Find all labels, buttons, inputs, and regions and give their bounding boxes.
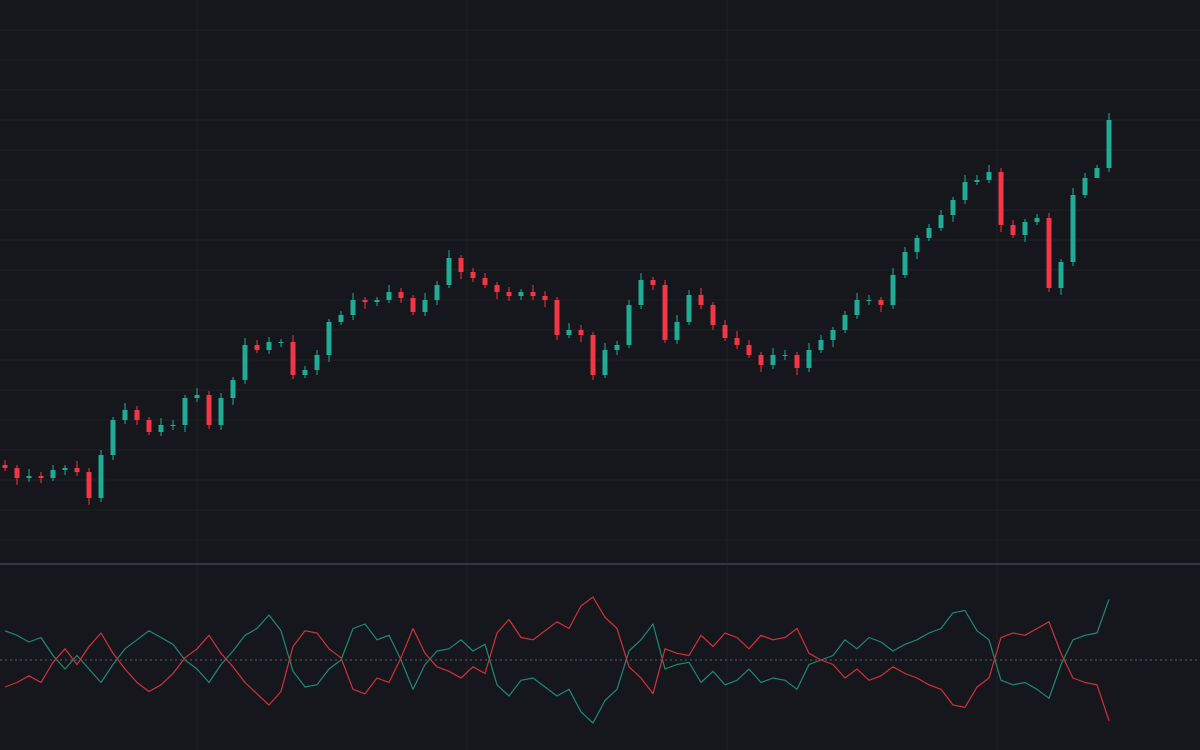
- candle-body: [470, 272, 476, 278]
- candle-body: [734, 338, 740, 345]
- candle-body: [758, 355, 764, 365]
- candle-body: [638, 280, 644, 305]
- candle-body: [38, 476, 44, 478]
- candle-body: [926, 228, 932, 238]
- candle-body: [410, 298, 416, 312]
- candle-body: [1070, 195, 1076, 262]
- candle-body: [686, 295, 692, 322]
- candle-body: [506, 292, 512, 296]
- candle-body: [842, 315, 848, 330]
- candle-body: [590, 335, 596, 375]
- candle-body: [134, 410, 140, 420]
- candle-body: [398, 292, 404, 298]
- candle-body: [494, 285, 500, 292]
- candle-body: [770, 355, 776, 365]
- candle-body: [482, 278, 488, 285]
- candle-body: [518, 292, 524, 296]
- candle-body: [806, 350, 812, 368]
- candle-body: [950, 200, 956, 215]
- indicator-line: [4, 596, 1110, 721]
- candle-body: [446, 258, 452, 285]
- candle-body: [422, 300, 428, 312]
- candle-body: [710, 305, 716, 325]
- candle-body: [1022, 222, 1028, 235]
- candle-body: [74, 468, 80, 472]
- candle-body: [698, 295, 704, 305]
- candle-body: [878, 300, 884, 305]
- candle-body: [650, 280, 656, 285]
- candle-body: [314, 355, 320, 370]
- candle-body: [1010, 225, 1016, 235]
- candle-body: [1106, 120, 1112, 168]
- candle-body: [50, 470, 56, 478]
- candle-body: [1082, 178, 1088, 195]
- candle-body: [782, 355, 788, 356]
- candle-body: [278, 342, 284, 343]
- candle-body: [146, 420, 152, 432]
- candle-body: [242, 345, 248, 380]
- candle-body: [866, 300, 872, 301]
- candle-body: [938, 215, 944, 228]
- candle-body: [194, 395, 200, 398]
- candle-body: [2, 465, 8, 468]
- candle-body: [818, 340, 824, 350]
- candle-body: [974, 180, 980, 182]
- candle-body: [218, 398, 224, 425]
- candle-body: [566, 330, 572, 335]
- candle-body: [98, 455, 104, 498]
- candle-body: [830, 330, 836, 340]
- candle-body: [986, 172, 992, 180]
- candle-body: [374, 300, 380, 302]
- candle-body: [854, 300, 860, 315]
- candle-body: [158, 425, 164, 432]
- candle-body: [530, 292, 536, 296]
- candle-body: [674, 322, 680, 340]
- candle-body: [998, 172, 1004, 225]
- candle-body: [722, 325, 728, 338]
- candle-body: [794, 355, 800, 368]
- candle-body: [746, 345, 752, 355]
- candle-body: [290, 342, 296, 375]
- candle-body: [578, 330, 584, 335]
- candle-body: [602, 350, 608, 375]
- candle-body: [554, 300, 560, 335]
- candle-body: [206, 395, 212, 425]
- candle-body: [326, 322, 332, 355]
- candle-body: [662, 285, 668, 340]
- candle-body: [434, 285, 440, 300]
- indicator-line: [4, 599, 1110, 724]
- candle-body: [1046, 218, 1052, 288]
- candle-body: [122, 410, 128, 420]
- candle-body: [350, 300, 356, 315]
- candle-body: [338, 315, 344, 322]
- candle-body: [914, 238, 920, 252]
- candle-body: [26, 476, 32, 478]
- candle-body: [614, 345, 620, 350]
- candle-body: [302, 370, 308, 375]
- candle-body: [1058, 262, 1064, 288]
- candle-body: [626, 305, 632, 345]
- candle-body: [386, 292, 392, 300]
- candle-body: [458, 258, 464, 272]
- candle-body: [266, 342, 272, 350]
- candle-body: [890, 275, 896, 305]
- candle-body: [230, 380, 236, 398]
- candle-body: [110, 420, 116, 455]
- vertical-grid: [196, 0, 998, 750]
- candle-body: [542, 296, 548, 300]
- candle-body: [254, 345, 260, 350]
- candle-body: [1094, 168, 1100, 178]
- candle-body: [182, 398, 188, 425]
- candle-body: [14, 468, 20, 478]
- candle-body: [62, 468, 68, 470]
- candle-body: [902, 252, 908, 275]
- candle-body: [170, 425, 176, 426]
- candle-body: [1034, 218, 1040, 222]
- candle-body: [362, 300, 368, 302]
- candle-body: [86, 472, 92, 498]
- candle-body: [962, 182, 968, 200]
